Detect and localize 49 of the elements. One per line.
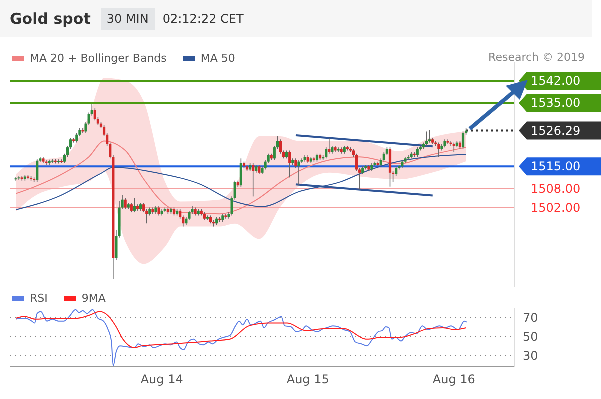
y-tick-label: 1515.00 [531, 160, 581, 174]
candlestick [328, 138, 331, 154]
chart-subtitle: 30 MIN [100, 8, 155, 30]
legend-label: MA 50 [200, 52, 236, 65]
y-tick-label: 1508.00 [531, 182, 581, 196]
y-tick-label: 30 [523, 348, 538, 363]
candlestick [240, 158, 242, 188]
candlestick [416, 147, 419, 158]
legend-label: RSI [29, 292, 48, 305]
candlestick [72, 138, 76, 144]
y-tick-label: 1526.29 [531, 124, 581, 138]
y-tick-label: 50 [523, 330, 538, 344]
candlestick [82, 128, 84, 134]
y-tick-label: 1542.00 [531, 74, 581, 88]
candlestick [45, 160, 48, 166]
x-tick-label: Aug 16 [432, 372, 476, 387]
candlestick [76, 132, 78, 144]
text: 02:12:22 CET [162, 12, 244, 26]
candlestick [425, 131, 428, 146]
candlestick [124, 198, 127, 210]
candlestick [158, 206, 160, 216]
y-tick-label: 70 [523, 310, 538, 325]
x-tick-label: Aug 14 [140, 372, 184, 387]
chart-title: Gold spot [10, 10, 91, 28]
candlestick [252, 163, 255, 198]
legend-label: MA 20 + Bollinger Bands [29, 52, 167, 65]
annotation: Research © 2019 [488, 51, 585, 64]
candlestick [94, 108, 96, 122]
legend-label: 9MA [80, 292, 106, 305]
candlestick [382, 152, 386, 162]
candlestick [452, 142, 456, 153]
y-tick-label: 1502.00 [531, 200, 581, 215]
candlestick [18, 176, 20, 181]
candlestick [258, 164, 261, 175]
candlestick [188, 210, 191, 221]
candlestick [337, 147, 340, 153]
candlestick [279, 139, 282, 154]
y-tick-label: 1535.00 [531, 96, 581, 110]
x-tick-label: Aug 15 [286, 372, 330, 387]
candlestick [133, 198, 136, 213]
candlestick [288, 150, 292, 178]
candlestick [388, 147, 392, 188]
candlestick [438, 142, 440, 158]
candlestick [462, 131, 465, 150]
candlestick [36, 158, 39, 183]
candlestick [298, 160, 300, 186]
candlestick [14, 176, 18, 182]
candlestick [428, 130, 432, 144]
candlestick [130, 202, 133, 213]
